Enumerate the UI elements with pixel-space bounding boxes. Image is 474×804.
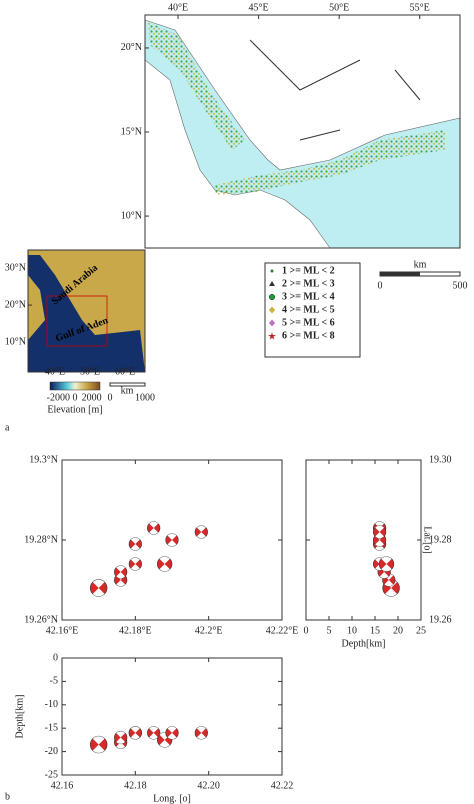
legend-box	[264, 262, 361, 358]
x-tick-label: 0	[304, 625, 309, 636]
x-tick-label: 10	[347, 625, 357, 636]
colorbar-label: -2000	[47, 392, 70, 403]
inset-sea	[28, 255, 145, 372]
seismicity	[148, 22, 245, 150]
x-tick-label: 42.22°E	[266, 625, 299, 636]
legend-label: 4 >= ML < 5	[282, 304, 335, 315]
y-tick-label: 19.3°N	[29, 454, 58, 465]
beachball	[165, 726, 179, 740]
panel-label: a	[5, 422, 10, 433]
legend-marker	[270, 269, 274, 273]
y-tick-label: -25	[45, 769, 58, 780]
x-tick-label: 25	[416, 625, 426, 636]
beachball	[89, 735, 108, 754]
x-tick-label: 42.16°E	[46, 625, 79, 636]
colorbar	[49, 381, 101, 391]
x-tick-label: 42.16	[51, 780, 74, 791]
lon-frame	[61, 657, 283, 776]
scale-bar	[109, 382, 146, 387]
inset-box	[46, 295, 108, 347]
x-axis-label: Depth[km]	[342, 638, 386, 649]
beachball	[128, 537, 142, 551]
y-tick-label: 20°N	[5, 299, 26, 310]
y-tick-label: 20°N	[121, 42, 142, 53]
y-axis-label: Depth[km]	[14, 695, 25, 739]
beachball	[147, 726, 161, 740]
beachball	[194, 726, 208, 740]
scale-label: 0	[108, 392, 113, 403]
y-tick-label: 19.28°N	[24, 534, 58, 545]
legend-label: 5 >= ML < 6	[282, 317, 335, 328]
x-tick-label: 55°E	[410, 2, 430, 13]
beachball	[114, 730, 128, 745]
beachball	[128, 726, 142, 740]
scale-bar	[380, 272, 420, 276]
seismicity	[215, 130, 445, 195]
y-tick-label: -5	[50, 676, 58, 687]
legend-label: 1 >= ML < 2	[282, 265, 335, 276]
colorbar-title: Elevation [m]	[47, 404, 102, 415]
scale-unit: km	[121, 385, 134, 396]
legend-marker	[269, 306, 275, 314]
legend-marker	[269, 319, 275, 327]
legend-label: 3 >= ML < 4	[282, 291, 335, 302]
y-tick-label: 30°N	[5, 262, 26, 273]
beachball	[114, 565, 128, 579]
panel-label: b	[5, 791, 10, 802]
beachball	[128, 557, 142, 571]
beachball	[194, 525, 208, 539]
legend-marker	[269, 294, 276, 301]
legend-marker: ★	[268, 331, 277, 342]
x-tick-label: 42.22	[271, 780, 294, 791]
y-axis-label: Lat.[o]	[422, 526, 433, 554]
beachball	[378, 556, 395, 572]
x-tick-label: 42.18	[124, 780, 147, 791]
legend-label: 2 >= ML < 3	[282, 278, 335, 289]
x-tick-label: 50°E	[80, 366, 100, 377]
beachball	[373, 525, 387, 539]
colorbar-label: 2000	[82, 392, 102, 403]
y-tick-label: -20	[45, 746, 58, 757]
y-tick-label: -10	[45, 699, 58, 710]
frame	[144, 14, 461, 249]
x-tick-label: 15	[370, 625, 380, 636]
x-axis-label: Long. [o]	[153, 793, 191, 804]
inset-frame	[27, 249, 146, 373]
x-tick-label: 42.18°E	[119, 625, 152, 636]
x-tick-label: 42.2°E	[195, 625, 223, 636]
border	[249, 39, 421, 141]
y-tick-label: 10°N	[121, 210, 142, 221]
x-tick-label: 42.20	[197, 780, 220, 791]
x-tick-label: 60°E	[115, 366, 135, 377]
beachball	[89, 579, 108, 597]
colorbar-label: 0	[73, 392, 78, 403]
lat-frame	[305, 459, 422, 621]
x-tick-label: 40°E	[45, 366, 65, 377]
beachball	[157, 556, 173, 572]
y-tick-label: 0	[53, 652, 58, 663]
x-tick-label: 40°E	[168, 2, 188, 13]
y-tick-label: 19.26	[429, 614, 452, 625]
scale-unit: km	[414, 259, 427, 270]
scale-label: 1000	[135, 392, 155, 403]
legend-marker	[269, 281, 275, 286]
x-tick-label: 20	[393, 625, 403, 636]
y-tick-label: 10°N	[5, 336, 26, 347]
beachball	[165, 533, 179, 547]
y-tick-label: 15°N	[121, 126, 142, 137]
y-tick-label: -15	[45, 722, 58, 733]
main-map	[144, 14, 461, 249]
y-tick-label: 19.28	[429, 534, 452, 545]
beachball	[147, 521, 161, 535]
legend-label: 6 >= ML < 8	[282, 330, 335, 341]
scale-label: 500	[453, 280, 468, 291]
x-tick-label: 45°E	[249, 2, 269, 13]
scale-label: 0	[378, 280, 383, 291]
x-tick-label: 50°E	[329, 2, 349, 13]
y-tick-label: 19.30	[429, 454, 452, 465]
y-tick-label: 19.26°N	[24, 614, 58, 625]
x-tick-label: 5	[327, 625, 332, 636]
